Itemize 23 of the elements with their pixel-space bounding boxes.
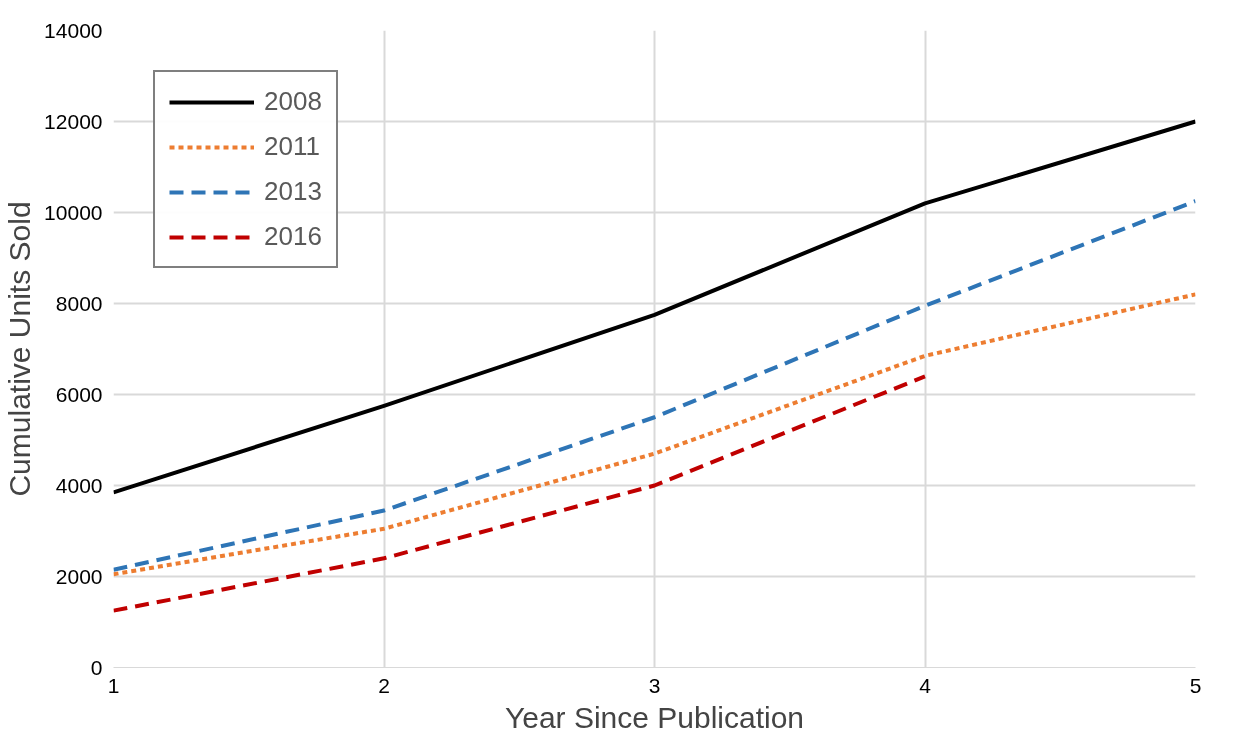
y-tick-label: 4000 xyxy=(55,473,103,497)
y-tick-label: 0 xyxy=(90,655,103,679)
y-tick-label: 2000 xyxy=(55,564,103,588)
legend-label: 2008 xyxy=(264,86,322,117)
x-tick-label: 1 xyxy=(107,673,120,697)
line-series xyxy=(113,292,1196,577)
y-tick-label: 12000 xyxy=(44,109,103,133)
x-tick-label: 3 xyxy=(648,673,661,697)
line-series xyxy=(113,374,927,613)
x-tick-label: 5 xyxy=(1189,673,1202,697)
y-tick-label: 14000 xyxy=(44,18,103,42)
y-axis-title: Cumulative Units Sold xyxy=(3,201,37,497)
x-axis-title: Year Since Publication xyxy=(504,700,805,734)
legend-label: 2013 xyxy=(264,176,322,207)
line-series xyxy=(113,199,1196,572)
x-tick-label: 2 xyxy=(378,673,390,697)
line-series xyxy=(113,119,1196,495)
y-tick-label: 6000 xyxy=(55,382,103,406)
x-tick-label: 4 xyxy=(919,673,932,697)
legend-label: 2011 xyxy=(264,131,320,162)
y-tick-label: 8000 xyxy=(55,291,103,315)
y-tick-label: 10000 xyxy=(44,200,103,224)
legend-label: 2016 xyxy=(264,221,322,252)
